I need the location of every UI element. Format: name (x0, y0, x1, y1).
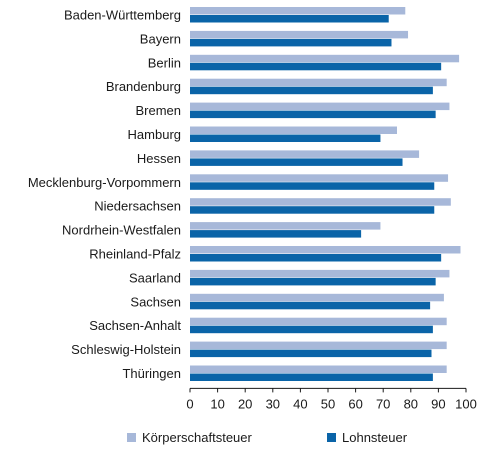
category-label-rheinland-pfalz: Rheinland-Pfalz (89, 247, 181, 262)
category-label-nordrhein-westfalen: Nordrhein-Westfalen (62, 223, 181, 238)
bar-korperschaftsteuer-sachsen (190, 293, 444, 302)
x-tick-label-30: 30 (266, 396, 280, 411)
category-labels: Baden-Württemberg Bayern Berlin Brandenburg… (28, 8, 182, 382)
bar-lohnsteuer-hessen (190, 158, 403, 166)
x-tick-label-0: 0 (186, 396, 193, 411)
bar-lohnsteuer-baden-wurttemberg (190, 15, 389, 23)
bar-lohnsteuer-berlin (190, 62, 442, 71)
category-label-schleswig-holstein: Schleswig-Holstein (71, 342, 181, 357)
legend-label-lohnsteuer: Lohnsteuer (342, 430, 408, 445)
bar-lohnsteuer-thuringen (190, 373, 433, 381)
x-tick-label-90: 90 (431, 396, 445, 411)
category-label-sachsen: Sachsen (130, 294, 181, 309)
category-label-bayern: Bayern (140, 31, 181, 46)
bar-lohnsteuer-schleswig-holstein (190, 349, 432, 358)
bar-korperschaftsteuer-baden-wurttemberg (190, 7, 406, 15)
bar-lohnsteuer-brandenburg (190, 86, 433, 95)
x-tick-label-60: 60 (348, 396, 362, 411)
bar-lohnsteuer-nordrhein-westfalen (190, 230, 362, 238)
bar-lohnsteuer-bremen (190, 110, 436, 119)
bar-lohnsteuer-niedersachsen (190, 206, 435, 214)
category-label-mecklenburg-vorpommern: Mecklenburg-Vorpommern (28, 175, 181, 190)
category-label-bremen: Bremen (135, 103, 181, 118)
bar-korperschaftsteuer-thuringen (190, 365, 447, 373)
bar-lohnsteuer-hamburg (190, 134, 381, 142)
x-tick-label-80: 80 (404, 396, 418, 411)
category-label-thuringen: Thüringen (122, 366, 181, 381)
bar-lohnsteuer-mecklenburg-vorpommern (190, 182, 435, 190)
category-label-baden-wurttemberg: Baden-Württemberg (64, 8, 181, 23)
x-tick-label-10: 10 (210, 396, 224, 411)
x-tick-label-40: 40 (293, 396, 307, 411)
x-tick-label-70: 70 (376, 396, 390, 411)
legend-item-korperschaftsteuer: Körperschaftsteuer (127, 430, 253, 445)
bar-korperschaftsteuer-sachsen-anhalt (190, 317, 447, 326)
bar-korperschaftsteuer-mecklenburg-vorpommern (190, 174, 449, 182)
bar-korperschaftsteuer-nordrhein-westfalen (190, 222, 381, 230)
x-tick-label-50: 50 (321, 396, 335, 411)
category-label-hessen: Hessen (137, 151, 181, 166)
bar-korperschaftsteuer-hamburg (190, 126, 397, 134)
bar-korperschaftsteuer-rheinland-pfalz (190, 246, 461, 254)
bar-korperschaftsteuer-bayern (190, 30, 409, 39)
bars-layer (190, 7, 461, 381)
bar-lohnsteuer-saarland (190, 277, 436, 286)
legend-swatch-korperschaftsteuer (127, 433, 136, 442)
x-axis: 0 10 20 30 40 50 60 70 80 90 100 (186, 387, 477, 411)
bar-korperschaftsteuer-brandenburg (190, 78, 447, 87)
bar-korperschaftsteuer-hessen (190, 150, 420, 158)
legend: Körperschaftsteuer Lohnsteuer (127, 430, 408, 445)
bar-lohnsteuer-bayern (190, 38, 392, 47)
bar-korperschaftsteuer-saarland (190, 269, 450, 278)
category-label-saarland: Saarland (129, 270, 181, 285)
category-label-brandenburg: Brandenburg (106, 79, 181, 94)
bar-korperschaftsteuer-schleswig-holstein (190, 341, 447, 350)
legend-label-korperschaftsteuer: Körperschaftsteuer (142, 430, 253, 445)
category-label-niedersachsen: Niedersachsen (94, 199, 181, 214)
bar-lohnsteuer-rheinland-pfalz (190, 254, 442, 262)
bar-korperschaftsteuer-berlin (190, 54, 460, 63)
x-tick-label-20: 20 (238, 396, 252, 411)
bar-korperschaftsteuer-niedersachsen (190, 198, 451, 206)
legend-item-lohnsteuer: Lohnsteuer (327, 430, 408, 445)
bar-lohnsteuer-sachsen (190, 301, 431, 310)
category-label-hamburg: Hamburg (128, 127, 181, 142)
bar-korperschaftsteuer-bremen (190, 102, 450, 111)
category-label-berlin: Berlin (148, 55, 181, 70)
bar-lohnsteuer-sachsen-anhalt (190, 325, 433, 334)
category-label-sachsen-anhalt: Sachsen-Anhalt (89, 318, 181, 333)
legend-swatch-lohnsteuer (327, 433, 336, 442)
x-tick-label-100: 100 (455, 396, 477, 411)
